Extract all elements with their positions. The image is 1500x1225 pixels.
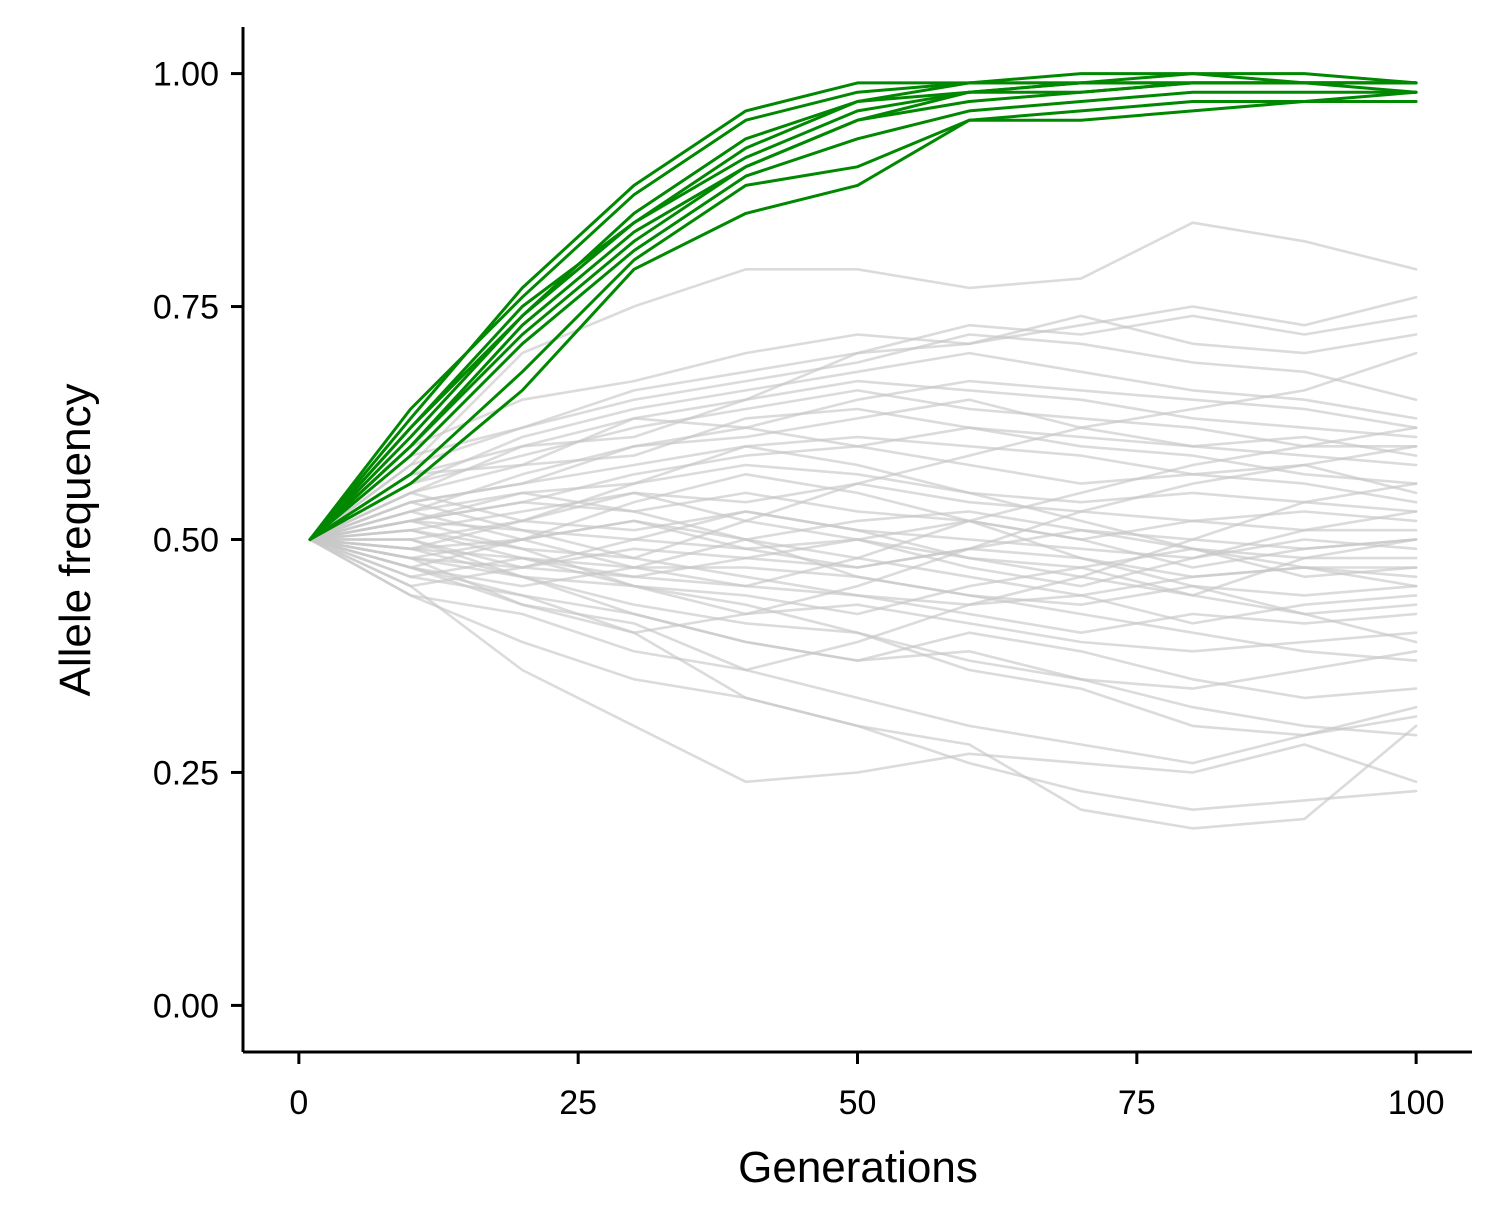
drift-series-line-6 [308,538,1418,653]
y-tick-label: 0.50 [153,522,219,560]
drift-series-line-30 [308,221,1418,541]
drift-series-line-43 [308,519,1418,737]
drift-series-line-33 [308,519,1418,579]
drift-series-line-45 [308,538,1418,672]
drift-series-line-22 [308,389,1418,541]
selection-series-line-53 [308,90,1418,541]
drift-series-line-39 [308,445,1418,634]
drift-series-line-2 [308,538,1418,830]
drift-series-line-0 [308,538,1418,811]
drift-series-line-37 [308,473,1418,644]
drift-series-line-42 [308,482,1418,588]
drift-series-line-40 [308,538,1418,700]
drift-series-line-19 [308,426,1418,541]
selection-series-line-51 [308,81,1418,541]
x-tick-label: 100 [1388,1084,1445,1122]
ticks-layer: 0 25 50 75 100 0.00 0.25 0.50 0.75 1.00 [153,56,1445,1122]
drift-series-line-16 [308,463,1418,541]
x-tick-label: 25 [559,1084,597,1122]
selection-series-line-47 [308,81,1418,541]
x-tick-label: 75 [1118,1084,1156,1122]
x-tick-label: 0 [289,1084,308,1122]
x-axis-title: Generations [738,1143,978,1192]
drift-series-line-44 [308,445,1418,588]
y-tick-label: 0.00 [153,987,219,1025]
drift-series-line-29 [308,295,1418,541]
selection-series-line-52 [308,81,1418,541]
drift-series-line-20 [308,407,1418,541]
drift-series-line-26 [308,333,1418,541]
drift-series-line-41 [308,351,1418,560]
selection-series-line-55 [308,100,1418,541]
selection-series-line-50 [308,72,1418,541]
selection-series-line-46 [308,81,1418,541]
selection-series-line-49 [308,81,1418,541]
drift-series-line-1 [308,538,1418,784]
drift-series-line-28 [308,314,1418,541]
drift-series-line-13 [308,510,1418,551]
y-tick-label: 0.75 [153,289,219,327]
drift-series-line-25 [308,351,1418,541]
drift-series-line-38 [308,426,1418,588]
drift-series-line-3 [308,538,1418,765]
drift-series-line-36 [308,491,1418,662]
y-tick-label: 0.25 [153,754,219,792]
series-layer [308,72,1418,830]
selection-series-line-54 [308,90,1418,541]
drift-series-line-21 [308,398,1418,541]
x-tick-label: 50 [839,1084,877,1122]
y-axis-title: Allele frequency [51,383,100,696]
y-tick-label: 1.00 [153,56,219,94]
drift-series-line-23 [308,379,1418,541]
